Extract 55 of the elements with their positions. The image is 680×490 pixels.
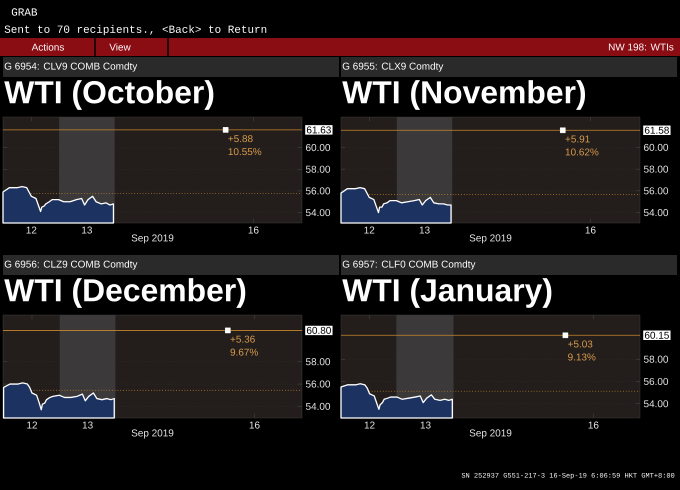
x-tick-label: 16 [248, 226, 259, 234]
annotation: 9.67% [230, 348, 258, 356]
y-tick-label: 60.00 [306, 144, 330, 152]
chart-title: WTI (November) [342, 80, 586, 110]
x-axis-title: Sep 2019 [470, 429, 512, 438]
y-tick-label: 58.00 [306, 166, 330, 173]
x-tick-label: 13 [82, 422, 93, 429]
y-tick-label: 58.00 [644, 356, 668, 363]
chart-subtitle: G 6957: CLF0 COMB Comdty [342, 260, 476, 270]
annotation: +5.36 [230, 336, 255, 343]
chart-subtitle: G 6955: CLX9 Comdty [342, 62, 444, 72]
x-tick-label: 13 [420, 422, 431, 429]
x-tick-label: 13 [82, 226, 92, 234]
x-tick-label: 13 [420, 226, 430, 234]
y-tick-label: 56.00 [644, 378, 668, 386]
annotation: 9.13% [568, 353, 596, 361]
y-tick-label: 54.00 [306, 402, 330, 410]
x-tick-label: 12 [364, 422, 375, 428]
annotation: 10.62% [566, 148, 598, 156]
x-axis-title: Sep 2019 [132, 234, 174, 244]
y-tick-label: 56.00 [644, 187, 668, 194]
annotation: 10.55% [228, 148, 262, 156]
chart-title: WTI (December) [4, 278, 246, 308]
x-tick-label: 12 [364, 226, 374, 234]
y-tick-label: 58.00 [306, 358, 330, 366]
text: GRAB [12, 8, 38, 16]
ref-line-label: 61.63 [306, 126, 331, 134]
ref-line-label: 61.58 [644, 126, 669, 134]
y-tick-label: 54.00 [644, 209, 668, 216]
ref-line-label: 60.15 [644, 332, 669, 339]
text: NW 198: WTIs [608, 43, 674, 51]
x-tick-label: 12 [26, 226, 36, 234]
annotation: +5.91 [565, 135, 590, 143]
y-tick-label: 56.00 [306, 380, 330, 388]
annotation: +5.03 [568, 340, 592, 348]
x-tick-label: 16 [588, 422, 598, 429]
x-tick-label: 12 [27, 422, 38, 428]
text: Actions [32, 43, 64, 51]
text: View [109, 43, 131, 51]
annotation: +5.88 [228, 135, 253, 142]
y-tick-label: 58.00 [644, 166, 668, 173]
x-axis-title: Sep 2019 [470, 234, 512, 244]
y-tick-label: 54.00 [644, 400, 668, 408]
chart-title: WTI (October) [4, 80, 214, 110]
chart-subtitle: G 6954: CLV9 COMB Comdty [4, 62, 138, 72]
x-tick-label: 16 [250, 422, 260, 429]
x-axis-title: Sep 2019 [132, 429, 174, 438]
y-tick-label: 56.00 [306, 187, 330, 194]
text: Sent to 70 recipients., <Back> to Return [4, 24, 266, 36]
ref-line-label: 60.80 [306, 326, 331, 334]
y-tick-label: 54.00 [306, 209, 330, 216]
chart-title: WTI (January) [342, 278, 552, 308]
y-tick-label: 60.00 [644, 144, 668, 151]
x-tick-label: 16 [586, 226, 596, 234]
chart-subtitle: G 6956: CLZ9 COMB Comdty [4, 260, 138, 270]
